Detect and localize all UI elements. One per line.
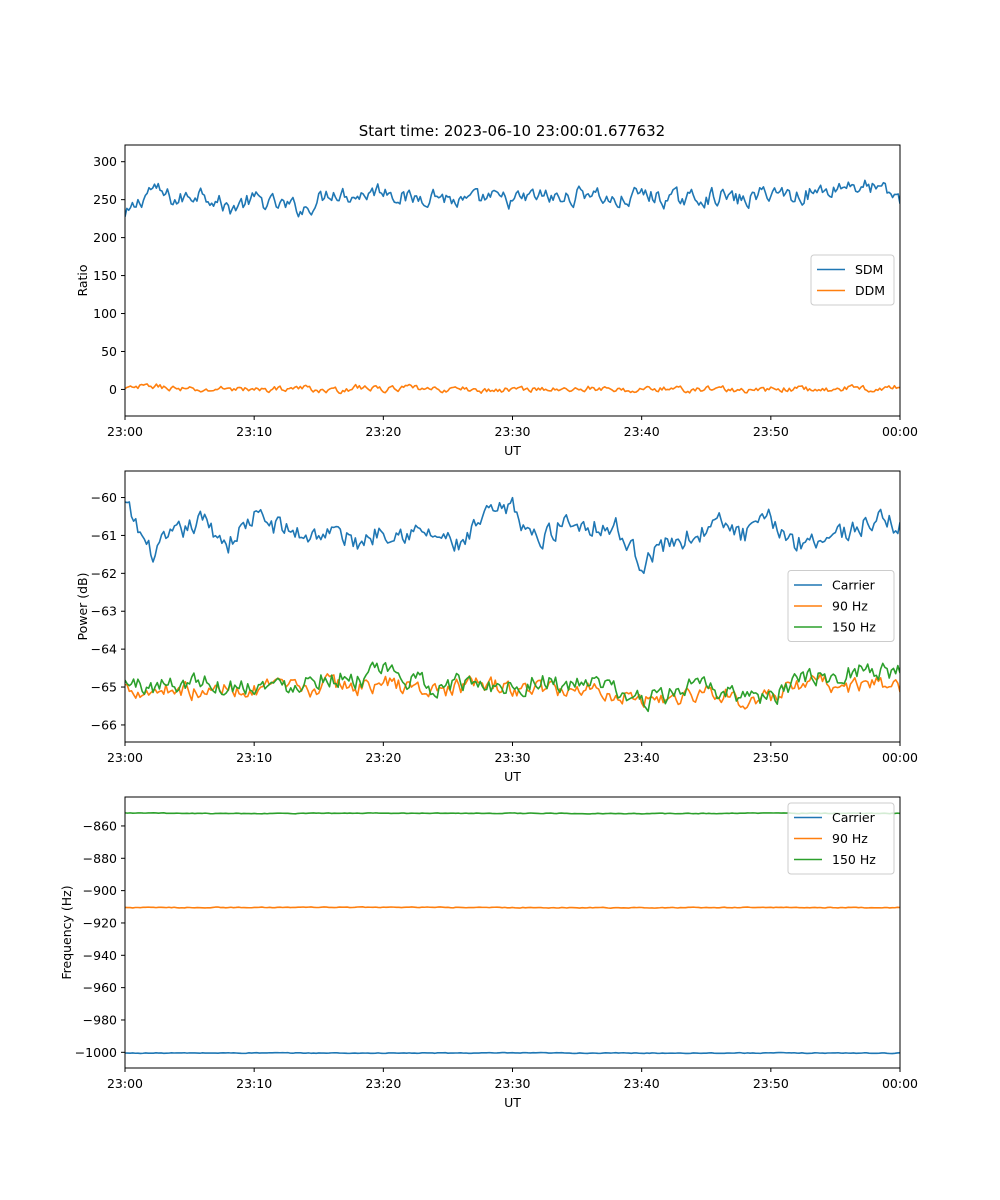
series-line-150-hz <box>125 661 900 713</box>
y-tick-label: −63 <box>91 604 117 619</box>
y-tick-label: −940 <box>83 948 117 963</box>
y-tick-label: −1000 <box>75 1045 117 1060</box>
series-line-90-hz <box>125 673 900 710</box>
x-tick-label: 23:50 <box>753 1076 789 1091</box>
y-axis-label: Power (dB) <box>75 572 90 640</box>
x-axis-label: UT <box>504 769 521 784</box>
x-tick-label: 23:20 <box>365 1076 401 1091</box>
x-tick-label: 23:30 <box>494 1076 530 1091</box>
x-tick-label: 00:00 <box>882 424 918 439</box>
x-tick-label: 23:40 <box>624 750 660 765</box>
y-tick-label: −900 <box>83 883 117 898</box>
x-tick-label: 23:00 <box>107 750 143 765</box>
y-tick-label: −920 <box>83 915 117 930</box>
series-group <box>125 812 900 1055</box>
legend-label-150-hz: 150 Hz <box>832 852 876 867</box>
legend: Carrier 90 Hz 150 Hz <box>787 802 895 875</box>
x-tick-label: 00:00 <box>882 750 918 765</box>
y-tick-label: 250 <box>93 192 117 207</box>
legend-label-90-hz: 90 Hz <box>832 599 868 614</box>
y-tick-label: −960 <box>83 980 117 995</box>
legend-box <box>787 802 895 875</box>
series-group <box>125 179 900 395</box>
y-tick-label: −880 <box>83 851 117 866</box>
series-line-carrier <box>125 496 900 575</box>
series-line-90-hz <box>125 906 900 909</box>
legend-label-90-hz: 90 Hz <box>832 831 868 846</box>
x-tick-label: 23:50 <box>753 750 789 765</box>
y-tick-label: −61 <box>91 528 117 543</box>
x-tick-label: 23:10 <box>236 750 272 765</box>
x-tick-label: 23:10 <box>236 1076 272 1091</box>
panels: 23:00 23:10 23:20 23:30 23:40 23:50 00:00 UT 0 50… <box>59 144 918 1110</box>
x-tick-label: 23:40 <box>624 1076 660 1091</box>
legend-label-carrier: Carrier <box>832 810 876 825</box>
y-tick-label: −66 <box>91 717 117 732</box>
series-group <box>125 496 900 713</box>
legend: SDM DDM <box>810 254 895 306</box>
chart-panel-2: 23:00 23:10 23:20 23:30 23:40 23:50 00:00 UT −66… <box>75 470 918 784</box>
y-tick-label: 0 <box>109 382 117 397</box>
x-tick-label: 23:30 <box>494 750 530 765</box>
x-axis-label: UT <box>504 443 521 458</box>
legend-label-sdm: SDM <box>855 262 883 277</box>
legend-box <box>810 254 895 306</box>
legend: Carrier 90 Hz 150 Hz <box>787 570 895 642</box>
axes-frame <box>124 144 901 417</box>
y-axis-label: Frequency (Hz) <box>59 885 74 979</box>
y-tick-label: −60 <box>91 490 117 505</box>
series-line-carrier <box>125 1051 900 1055</box>
y-tick-label: −980 <box>83 1012 117 1027</box>
series-line-sdm <box>125 179 900 218</box>
x-tick-label: 23:20 <box>365 424 401 439</box>
legend-box <box>787 570 895 642</box>
y-axis-label: Ratio <box>75 264 90 296</box>
y-tick-label: −65 <box>91 680 117 695</box>
y-tick-label: −62 <box>91 566 117 581</box>
legend-label-150-hz: 150 Hz <box>832 620 876 635</box>
x-tick-label: 23:40 <box>624 424 660 439</box>
series-line-150-hz <box>125 812 900 815</box>
chart-panel-3: 23:00 23:10 23:20 23:30 23:40 23:50 00:00 UT −10… <box>59 796 918 1110</box>
x-axis-label: UT <box>504 1095 521 1110</box>
series-line-ddm <box>125 383 900 395</box>
y-tick-label: −860 <box>83 818 117 833</box>
x-tick-label: 23:30 <box>494 424 530 439</box>
y-tick-label: 150 <box>93 268 117 283</box>
y-tick-label: 50 <box>101 344 117 359</box>
chart-panel-1: 23:00 23:10 23:20 23:30 23:40 23:50 00:00 UT 0 50… <box>75 144 918 458</box>
x-tick-label: 23:00 <box>107 424 143 439</box>
x-tick-label: 00:00 <box>882 1076 918 1091</box>
x-tick-label: 23:20 <box>365 750 401 765</box>
legend-label-ddm: DDM <box>855 283 885 298</box>
y-tick-label: 200 <box>93 230 117 245</box>
y-tick-label: 100 <box>93 306 117 321</box>
y-tick-label: 300 <box>93 154 117 169</box>
axes-frame <box>124 470 901 743</box>
y-tick-label: −64 <box>91 642 117 657</box>
axes-frame <box>124 796 901 1069</box>
x-tick-label: 23:00 <box>107 1076 143 1091</box>
legend-label-carrier: Carrier <box>832 578 876 593</box>
x-tick-label: 23:10 <box>236 424 272 439</box>
x-tick-label: 23:50 <box>753 424 789 439</box>
figure-title: Start time: 2023-06-10 23:00:01.677632 <box>359 122 665 140</box>
